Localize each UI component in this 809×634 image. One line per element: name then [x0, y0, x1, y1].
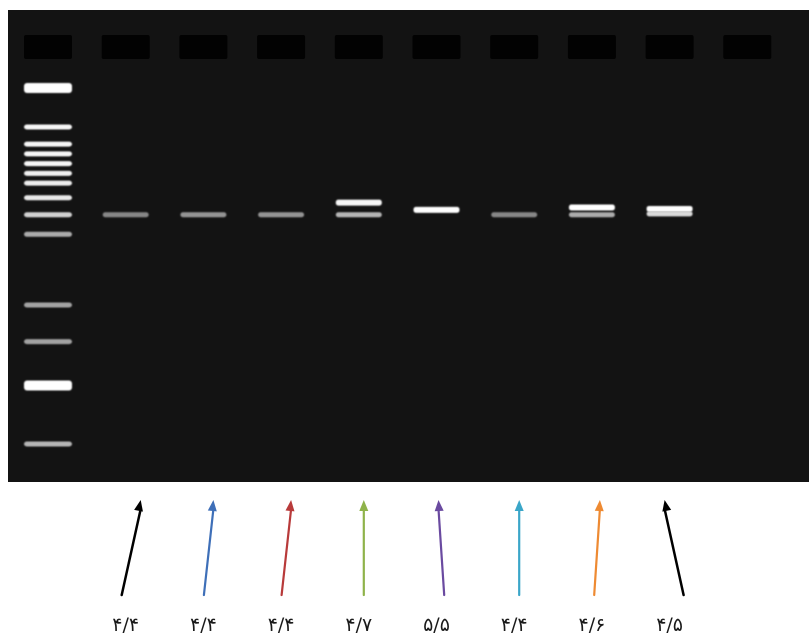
ladder-band [24, 339, 72, 345]
lane-arrow [662, 500, 685, 597]
well-4 [257, 35, 306, 59]
well-6 [412, 35, 461, 59]
lane-arrow [593, 500, 604, 597]
lane-arrow [202, 500, 217, 597]
sample-band [335, 212, 382, 218]
genotype-label: ۵/۵ [423, 614, 450, 634]
well-8 [567, 35, 616, 59]
ladder-band [24, 231, 72, 237]
ladder-band [24, 151, 72, 157]
well-7 [490, 35, 539, 59]
well-5 [334, 35, 383, 59]
ladder-band [24, 380, 72, 391]
ladder-band [24, 195, 72, 201]
ladder-band [24, 302, 72, 308]
wells [24, 35, 772, 59]
well-1 [24, 35, 72, 59]
genotype-label: ۴/۴ [501, 614, 528, 634]
lane-arrows [120, 500, 685, 597]
genotype-labels: ۴/۴ ۴/۴ ۴/۴ ۴/۷ ۵/۵ ۴/۴ ۴/۶ ۴/۵ [112, 614, 683, 634]
sample-band [568, 204, 615, 211]
ladder-lane [24, 83, 72, 447]
sample-band [491, 212, 538, 218]
ladder-band [24, 83, 72, 93]
ladder-band [24, 212, 72, 218]
sample-bands [102, 199, 693, 218]
well-3 [179, 35, 228, 59]
sample-band [180, 212, 227, 218]
lane-arrow [359, 500, 369, 597]
ladder-band [24, 124, 72, 130]
well-2 [101, 35, 150, 59]
genotype-label: ۴/۴ [190, 614, 217, 634]
ladder-band [24, 161, 72, 167]
sample-band [335, 199, 382, 206]
lane-arrow [120, 500, 143, 597]
genotype-label: ۴/۷ [345, 614, 372, 634]
genotype-label: ۴/۴ [268, 614, 295, 634]
genotype-label: ۴/۶ [578, 614, 605, 634]
well-9 [645, 35, 694, 59]
ladder-band [24, 170, 72, 176]
ladder-band [24, 180, 72, 186]
lane-arrow [514, 500, 524, 597]
genotype-label: ۴/۵ [656, 614, 683, 634]
sample-band [646, 205, 693, 212]
ladder-band [24, 441, 72, 447]
well-10 [723, 35, 772, 59]
sample-band [102, 212, 149, 218]
gel-background [8, 10, 809, 482]
lane-arrow [280, 500, 295, 597]
lane-arrow [434, 500, 446, 597]
sample-band [646, 211, 693, 217]
genotype-label: ۴/۴ [112, 614, 139, 634]
sample-band [258, 212, 305, 218]
sample-band [568, 212, 615, 218]
ladder-band [24, 141, 72, 147]
sample-band [413, 206, 460, 213]
